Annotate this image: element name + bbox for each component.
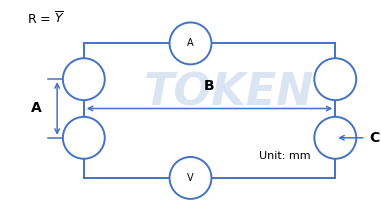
Ellipse shape <box>63 58 105 100</box>
Text: A: A <box>187 38 194 48</box>
Text: TOKEN: TOKEN <box>143 72 314 115</box>
Text: C: C <box>370 131 380 145</box>
Text: V: V <box>187 173 194 183</box>
Ellipse shape <box>314 58 356 100</box>
Text: R = $\overline{Y}$: R = $\overline{Y}$ <box>27 11 64 27</box>
Ellipse shape <box>314 117 356 159</box>
Text: A: A <box>31 102 42 115</box>
Ellipse shape <box>170 157 211 199</box>
Text: B: B <box>204 79 215 93</box>
Ellipse shape <box>63 117 105 159</box>
Ellipse shape <box>170 22 211 64</box>
Text: Unit: mm: Unit: mm <box>259 151 311 161</box>
